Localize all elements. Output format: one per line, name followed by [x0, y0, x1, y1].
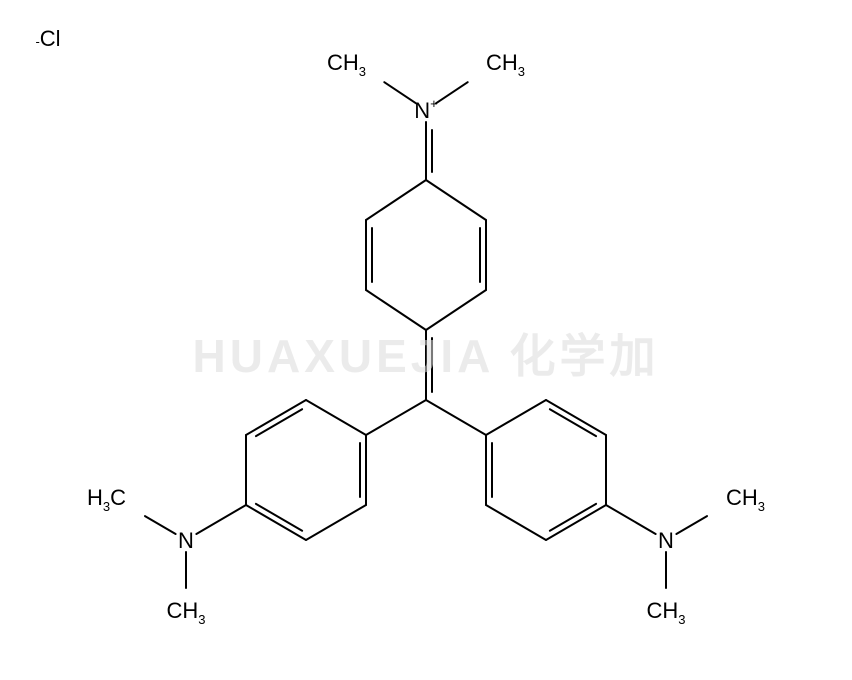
atom-label-Cl: -Cl	[35, 26, 60, 51]
atom-label-blN_Cd: CH3	[166, 598, 205, 627]
atom-label-brN: N	[658, 528, 674, 553]
atom-label-blN: N	[178, 528, 194, 553]
atom-label-topN_Cr: CH3	[486, 50, 525, 79]
atom-label-brN_Cd: CH3	[646, 598, 685, 627]
atom-label-topN: N+	[414, 96, 437, 123]
atom-label-brN_Cr: CH3	[726, 485, 765, 514]
atom-label-blN_Cl: H3C	[87, 485, 126, 514]
atom-label-topN_Cl: CH3	[327, 50, 366, 79]
molecule-diagram: N+ CH3 CH3 N H3C CH3 N CH3 CH3 -Cl	[0, 0, 852, 680]
